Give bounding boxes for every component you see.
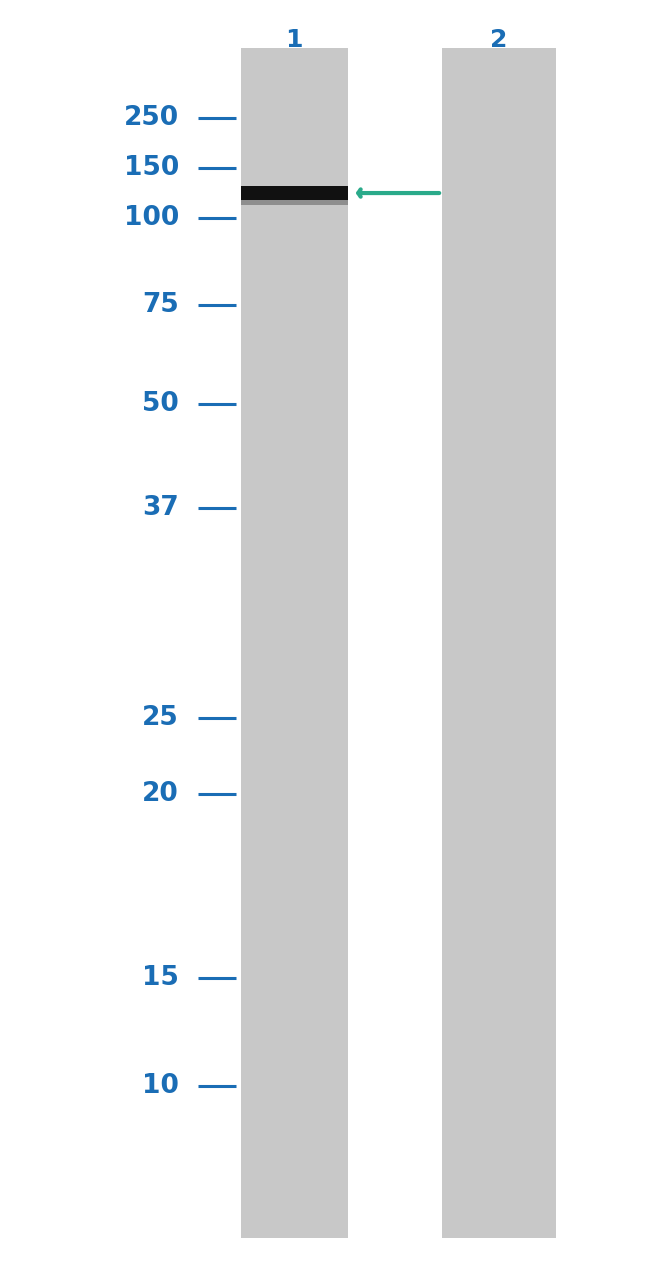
Text: 50: 50 [142, 391, 179, 417]
Text: 37: 37 [142, 495, 179, 521]
Text: 25: 25 [142, 705, 179, 730]
Text: 250: 250 [124, 105, 179, 131]
Text: 75: 75 [142, 292, 179, 318]
Text: 10: 10 [142, 1073, 179, 1099]
Text: 100: 100 [124, 206, 179, 231]
Text: 2: 2 [490, 28, 507, 52]
Text: 15: 15 [142, 965, 179, 991]
Bar [240, 48, 348, 1238]
Bar [240, 199, 348, 204]
Text: 20: 20 [142, 781, 179, 806]
Bar [442, 48, 556, 1238]
Text: 150: 150 [124, 155, 179, 180]
Text: 1: 1 [285, 28, 302, 52]
Bar [240, 187, 348, 199]
